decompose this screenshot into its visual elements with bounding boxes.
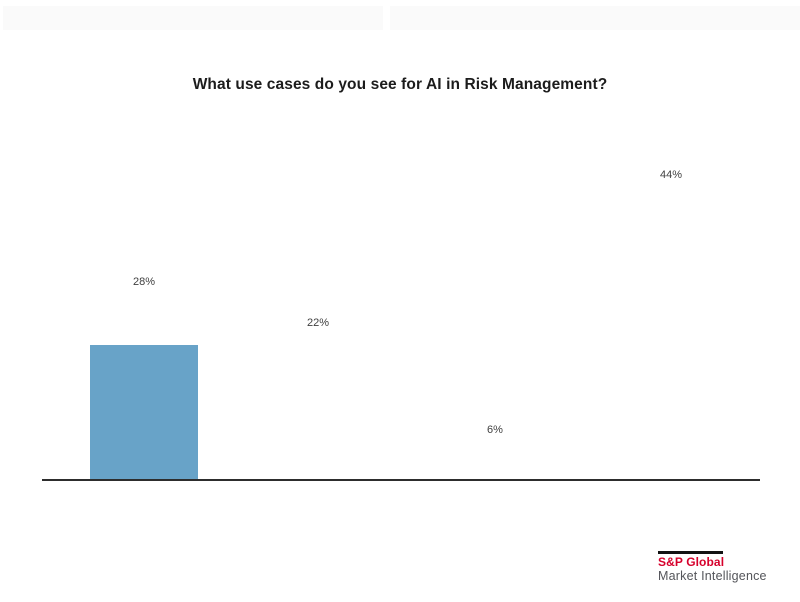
logo-brand-name: S&P Global	[658, 555, 725, 569]
data-label-bar-4: 44%	[660, 169, 683, 181]
data-label-bar-1: 28%	[133, 276, 156, 288]
logo-rule-bar	[658, 551, 723, 554]
bar-chart: 28% 22% 6% 44%	[0, 120, 800, 485]
bar-segment-1	[90, 345, 198, 479]
data-label-bar-2: 22%	[307, 317, 330, 329]
x-axis-baseline	[42, 479, 760, 481]
logo-division-name: Market Intelligence	[658, 569, 767, 583]
chart-title: What use cases do you see for AI in Risk…	[192, 76, 608, 93]
sp-global-logo: S&P Global Market Intelligence	[658, 551, 767, 583]
top-toolbar-strip-right	[390, 6, 800, 30]
data-label-bar-3: 6%	[487, 424, 503, 436]
top-toolbar-strip-left	[3, 6, 383, 30]
